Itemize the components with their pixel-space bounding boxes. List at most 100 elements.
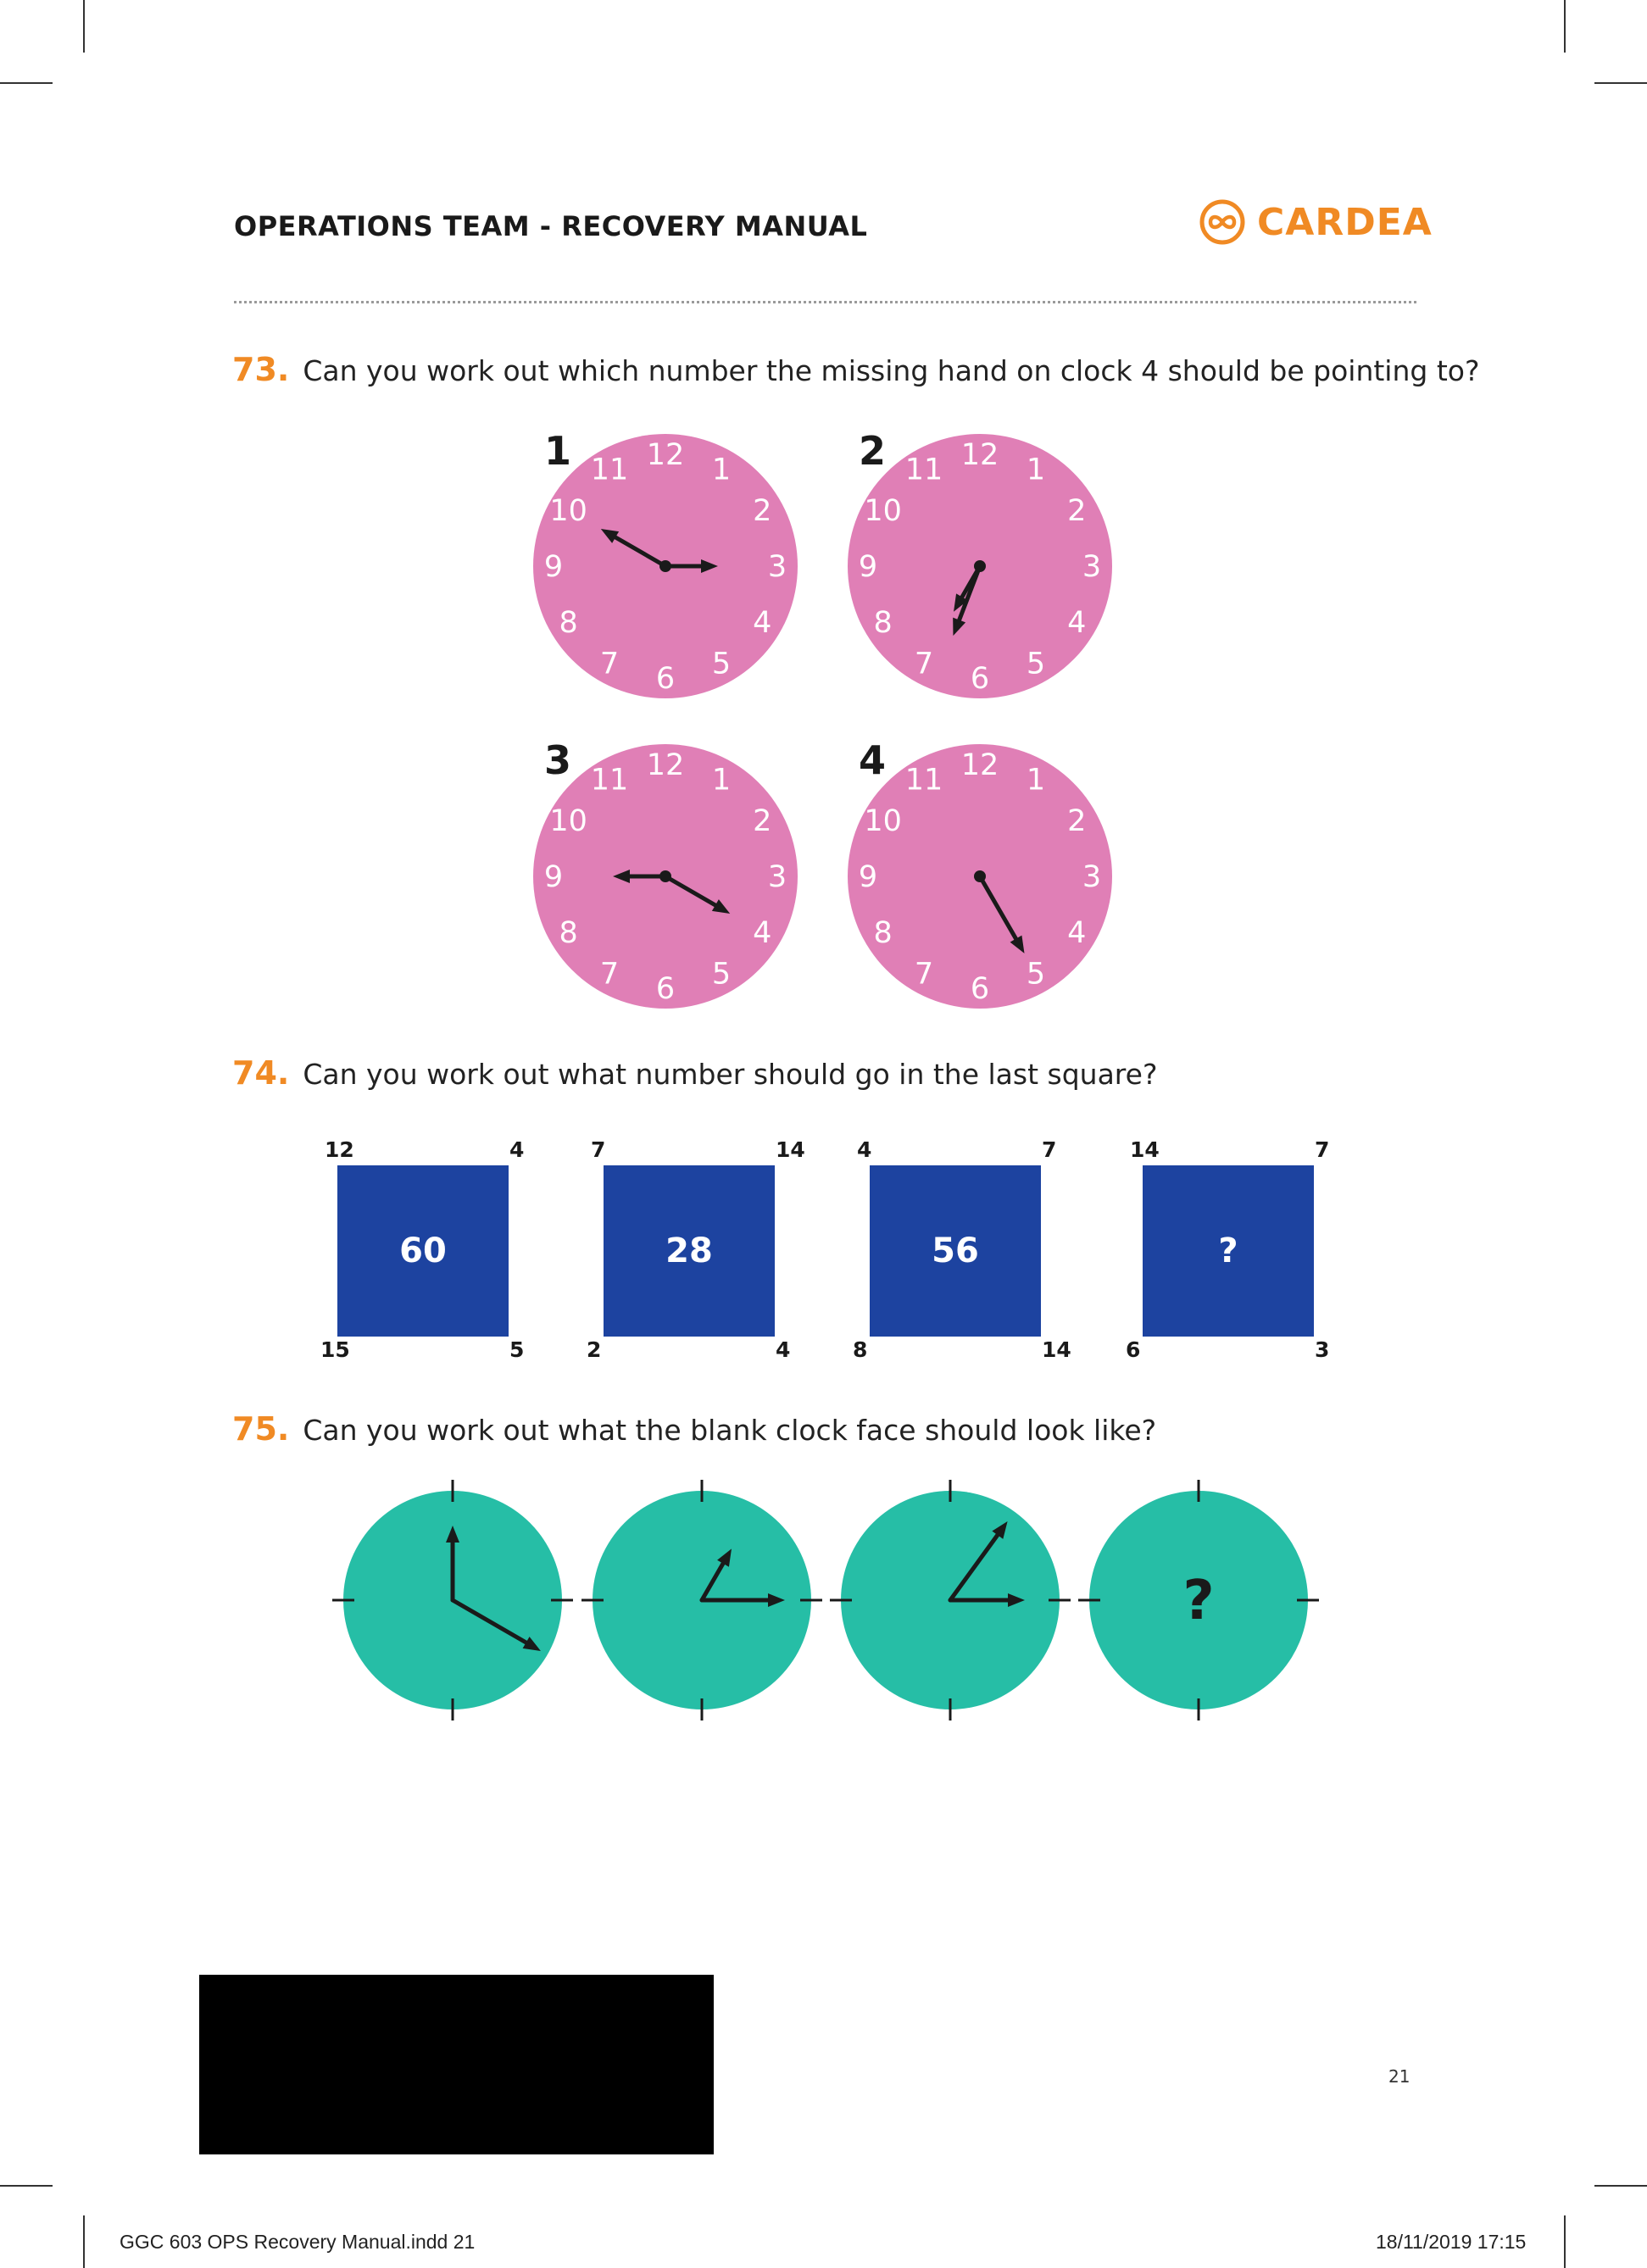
question-number: 75. — [232, 1410, 290, 1448]
number-square: 28 — [604, 1165, 775, 1337]
clock-hand — [699, 1561, 726, 1603]
clock-hand-arrowhead — [446, 1526, 459, 1543]
q75-clock-row: ? — [332, 1480, 1319, 1720]
corner-number: 5 — [509, 1337, 525, 1362]
dial-number: 8 — [559, 606, 578, 640]
header-divider — [234, 301, 1416, 303]
corner-number: 3 — [1315, 1337, 1330, 1362]
dial-number: 4 — [753, 606, 771, 640]
corner-number: 8 — [853, 1337, 868, 1362]
crop-mark — [0, 2185, 53, 2187]
clock-hand-arrowhead — [717, 1548, 732, 1567]
dial-number: 12 — [647, 438, 685, 472]
dial-number: 9 — [544, 550, 563, 584]
question-74: 74. Can you work out what number should … — [232, 1054, 1157, 1092]
dial-number: 11 — [591, 764, 629, 798]
dial-number: 1 — [1027, 764, 1045, 798]
clock-hand-arrowhead — [1008, 1593, 1025, 1607]
question-number: 73. — [232, 351, 290, 388]
crop-mark — [1594, 2185, 1647, 2187]
corner-number: 14 — [776, 1137, 805, 1162]
dial-number: 5 — [712, 957, 731, 991]
dial-number: 3 — [1082, 550, 1101, 584]
redaction-block — [199, 1975, 714, 2154]
clock-hand — [450, 1598, 529, 1645]
clock-hand-arrowhead — [711, 899, 731, 914]
dial-number: 12 — [961, 438, 999, 472]
dial-number: 11 — [591, 453, 629, 487]
green-clock-2 — [581, 1480, 822, 1720]
clock-center — [974, 560, 986, 572]
clock-hand-arrowhead — [954, 593, 968, 612]
dial-number: 10 — [864, 494, 902, 528]
green-clock-4: ? — [1078, 1480, 1319, 1720]
dial-number: 5 — [712, 647, 731, 681]
slug-date-time: 18/11/2019 17:15 — [1376, 2231, 1527, 2253]
document-title: OPERATIONS TEAM - RECOVERY MANUAL — [234, 210, 868, 242]
dial-number: 7 — [915, 647, 933, 681]
dial-number: 5 — [1027, 647, 1045, 681]
brand-logo: CARDEA — [1199, 197, 1433, 247]
dial-number: 12 — [961, 748, 999, 782]
corner-number: 7 — [1315, 1137, 1330, 1162]
dial-number: 8 — [874, 916, 893, 950]
crop-mark — [0, 82, 53, 84]
clock-hand-arrowhead — [613, 870, 630, 883]
dial-number: 1 — [1027, 453, 1045, 487]
clock-hand-arrowhead — [701, 559, 718, 573]
dial-number: 5 — [1027, 957, 1045, 991]
question-number: 74. — [232, 1054, 290, 1092]
dial-number: 11 — [905, 453, 943, 487]
clock-hand-arrowhead — [1010, 935, 1025, 953]
unknown-marker: ? — [1182, 1570, 1214, 1632]
clock-hand-arrowhead — [600, 529, 620, 543]
dial-number: 7 — [600, 647, 619, 681]
brand-name: CARDEA — [1257, 200, 1433, 244]
dial-number: 2 — [753, 804, 771, 838]
dial-number: 7 — [915, 957, 933, 991]
dial-number: 6 — [971, 972, 989, 1006]
clock-label: 3 — [544, 737, 572, 783]
question-text: Can you work out which number the missin… — [303, 354, 1480, 387]
number-square: ? — [1143, 1165, 1314, 1337]
dial-number: 11 — [905, 764, 943, 798]
corner-number: 12 — [325, 1137, 354, 1162]
dial-number: 7 — [600, 957, 619, 991]
dial-number: 9 — [859, 550, 877, 584]
dial-number: 9 — [544, 860, 563, 894]
corner-number: 4 — [509, 1137, 525, 1162]
crop-mark — [83, 2215, 85, 2268]
clock-hand-arrowhead — [953, 617, 966, 636]
number-square: 60 — [337, 1165, 509, 1337]
clock-hand — [977, 874, 1018, 942]
clock-hand — [613, 535, 668, 569]
corner-number: 2 — [587, 1337, 602, 1362]
clock-label: 4 — [859, 737, 887, 783]
dial-number: 10 — [864, 804, 902, 838]
question-text: Can you work out what number should go i… — [303, 1058, 1158, 1091]
dial-number: 4 — [753, 916, 771, 950]
dial-number: 3 — [768, 550, 787, 584]
question-text: Can you work out what the blank clock fa… — [303, 1414, 1157, 1447]
clock-center — [659, 560, 671, 572]
dial-number: 3 — [1082, 860, 1101, 894]
slug-file-info: GGC 603 OPS Recovery Manual.indd 21 — [120, 2231, 476, 2253]
question-73: 73. Can you work out which number the mi… — [232, 351, 1479, 388]
crop-mark — [1564, 0, 1566, 53]
dial-number: 4 — [1067, 916, 1086, 950]
dial-number: 12 — [647, 748, 685, 782]
clock-hand — [957, 564, 982, 622]
crop-mark — [83, 0, 85, 53]
number-square: 56 — [870, 1165, 1041, 1337]
green-clock-3 — [830, 1480, 1071, 1720]
corner-number: 14 — [1042, 1337, 1071, 1362]
dial-number: 4 — [1067, 606, 1086, 640]
clock-label: 1 — [544, 428, 572, 474]
dial-number: 1 — [712, 764, 731, 798]
clock-hand — [948, 1532, 1000, 1603]
corner-number: 15 — [320, 1337, 350, 1362]
